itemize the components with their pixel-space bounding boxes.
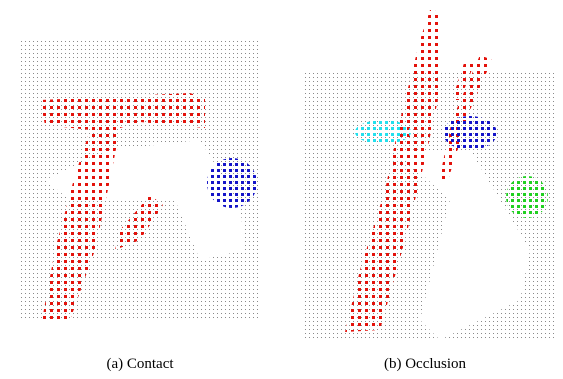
figure: (a) Contact (b) Occlusion [0, 0, 563, 379]
caption: (b) Occlusion [384, 356, 467, 372]
object-cloud [207, 158, 257, 208]
occluded-cloud [355, 120, 411, 144]
caption: (a) Contact [106, 356, 174, 372]
object-cloud [443, 116, 497, 150]
panel-contact [20, 40, 260, 320]
panel-occlusion [305, 10, 555, 340]
target-cloud [506, 176, 548, 218]
